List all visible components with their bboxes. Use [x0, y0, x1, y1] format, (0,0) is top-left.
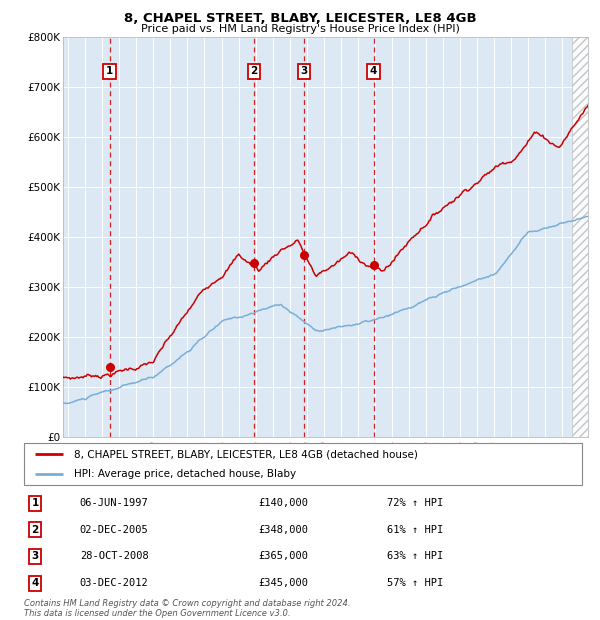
Text: £140,000: £140,000: [259, 498, 308, 508]
Text: £365,000: £365,000: [259, 551, 308, 562]
Text: Contains HM Land Registry data © Crown copyright and database right 2024.
This d: Contains HM Land Registry data © Crown c…: [24, 599, 350, 618]
Text: 63% ↑ HPI: 63% ↑ HPI: [387, 551, 443, 562]
Text: £345,000: £345,000: [259, 578, 308, 588]
Text: 1: 1: [106, 66, 113, 76]
Text: 3: 3: [300, 66, 307, 76]
Text: 72% ↑ HPI: 72% ↑ HPI: [387, 498, 443, 508]
FancyBboxPatch shape: [24, 443, 582, 485]
Text: 2: 2: [251, 66, 258, 76]
Text: Price paid vs. HM Land Registry's House Price Index (HPI): Price paid vs. HM Land Registry's House …: [140, 24, 460, 33]
Text: 3: 3: [32, 551, 39, 562]
Text: 06-JUN-1997: 06-JUN-1997: [80, 498, 149, 508]
Text: 8, CHAPEL STREET, BLABY, LEICESTER, LE8 4GB: 8, CHAPEL STREET, BLABY, LEICESTER, LE8 …: [124, 12, 476, 25]
Text: 4: 4: [31, 578, 39, 588]
Text: 03-DEC-2012: 03-DEC-2012: [80, 578, 149, 588]
Text: 61% ↑ HPI: 61% ↑ HPI: [387, 525, 443, 535]
Text: 2: 2: [32, 525, 39, 535]
Bar: [572, 37, 588, 437]
Text: 02-DEC-2005: 02-DEC-2005: [80, 525, 149, 535]
Text: 28-OCT-2008: 28-OCT-2008: [80, 551, 149, 562]
Text: 1: 1: [32, 498, 39, 508]
Text: £348,000: £348,000: [259, 525, 308, 535]
Text: HPI: Average price, detached house, Blaby: HPI: Average price, detached house, Blab…: [74, 469, 296, 479]
Text: 4: 4: [370, 66, 377, 76]
Text: 8, CHAPEL STREET, BLABY, LEICESTER, LE8 4GB (detached house): 8, CHAPEL STREET, BLABY, LEICESTER, LE8 …: [74, 449, 418, 459]
Text: 57% ↑ HPI: 57% ↑ HPI: [387, 578, 443, 588]
